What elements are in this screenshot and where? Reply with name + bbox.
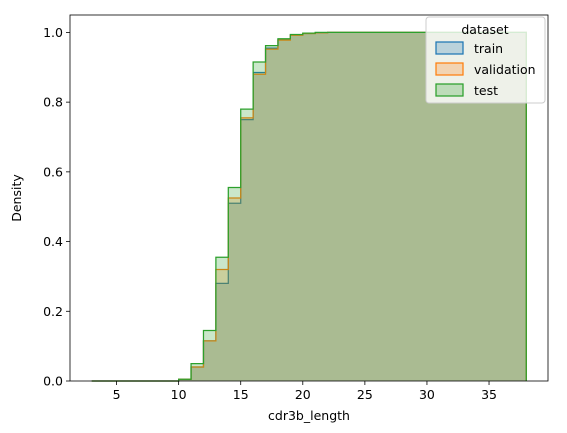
legend-swatch-validation-fill: [436, 63, 463, 75]
y-axis-label: Density: [9, 174, 24, 222]
legend-swatch-test: [435, 83, 464, 97]
y-tick-label: 0.6: [43, 164, 63, 179]
y-tick-label: 0.0: [43, 374, 63, 389]
x-tick-label: 30: [419, 387, 435, 402]
legend-swatch-train-fill: [436, 42, 463, 54]
x-tick-label: 35: [481, 387, 497, 402]
legend-swatch-train: [435, 41, 464, 55]
legend-label-validation: validation: [474, 62, 536, 77]
y-tick-label: 0.2: [43, 304, 63, 319]
legend-swatch-validation: [435, 62, 464, 76]
legend-label-test: test: [474, 83, 498, 98]
axes-layer: [69, 14, 549, 382]
x-axis-label: cdr3b_length: [268, 408, 350, 423]
legend-swatch-test-fill: [436, 84, 463, 96]
legend: dataset train validation test: [425, 16, 546, 104]
series-test-fill: [91, 32, 527, 382]
x-tick-label: 25: [357, 387, 373, 402]
x-axis: 5 10 15 20 25 30 35: [113, 381, 497, 402]
legend-label-train: train: [474, 41, 503, 56]
x-tick-label: 20: [295, 387, 311, 402]
x-tick-label: 15: [233, 387, 249, 402]
legend-title: dataset: [461, 22, 508, 37]
x-tick-label: 10: [171, 387, 187, 402]
series-layer: [91, 31, 527, 382]
y-tick-label: 0.4: [43, 234, 63, 249]
y-axis: 0.0 0.2 0.4 0.6 0.8 1.0: [43, 25, 70, 389]
axes-frame: [69, 14, 549, 382]
y-tick-label: 1.0: [43, 25, 63, 40]
series-train-fill: [91, 32, 527, 382]
y-tick-label: 0.8: [43, 95, 63, 110]
legend-box: [425, 16, 546, 104]
x-tick-label: 5: [113, 387, 121, 402]
series-validation-fill: [91, 32, 527, 382]
